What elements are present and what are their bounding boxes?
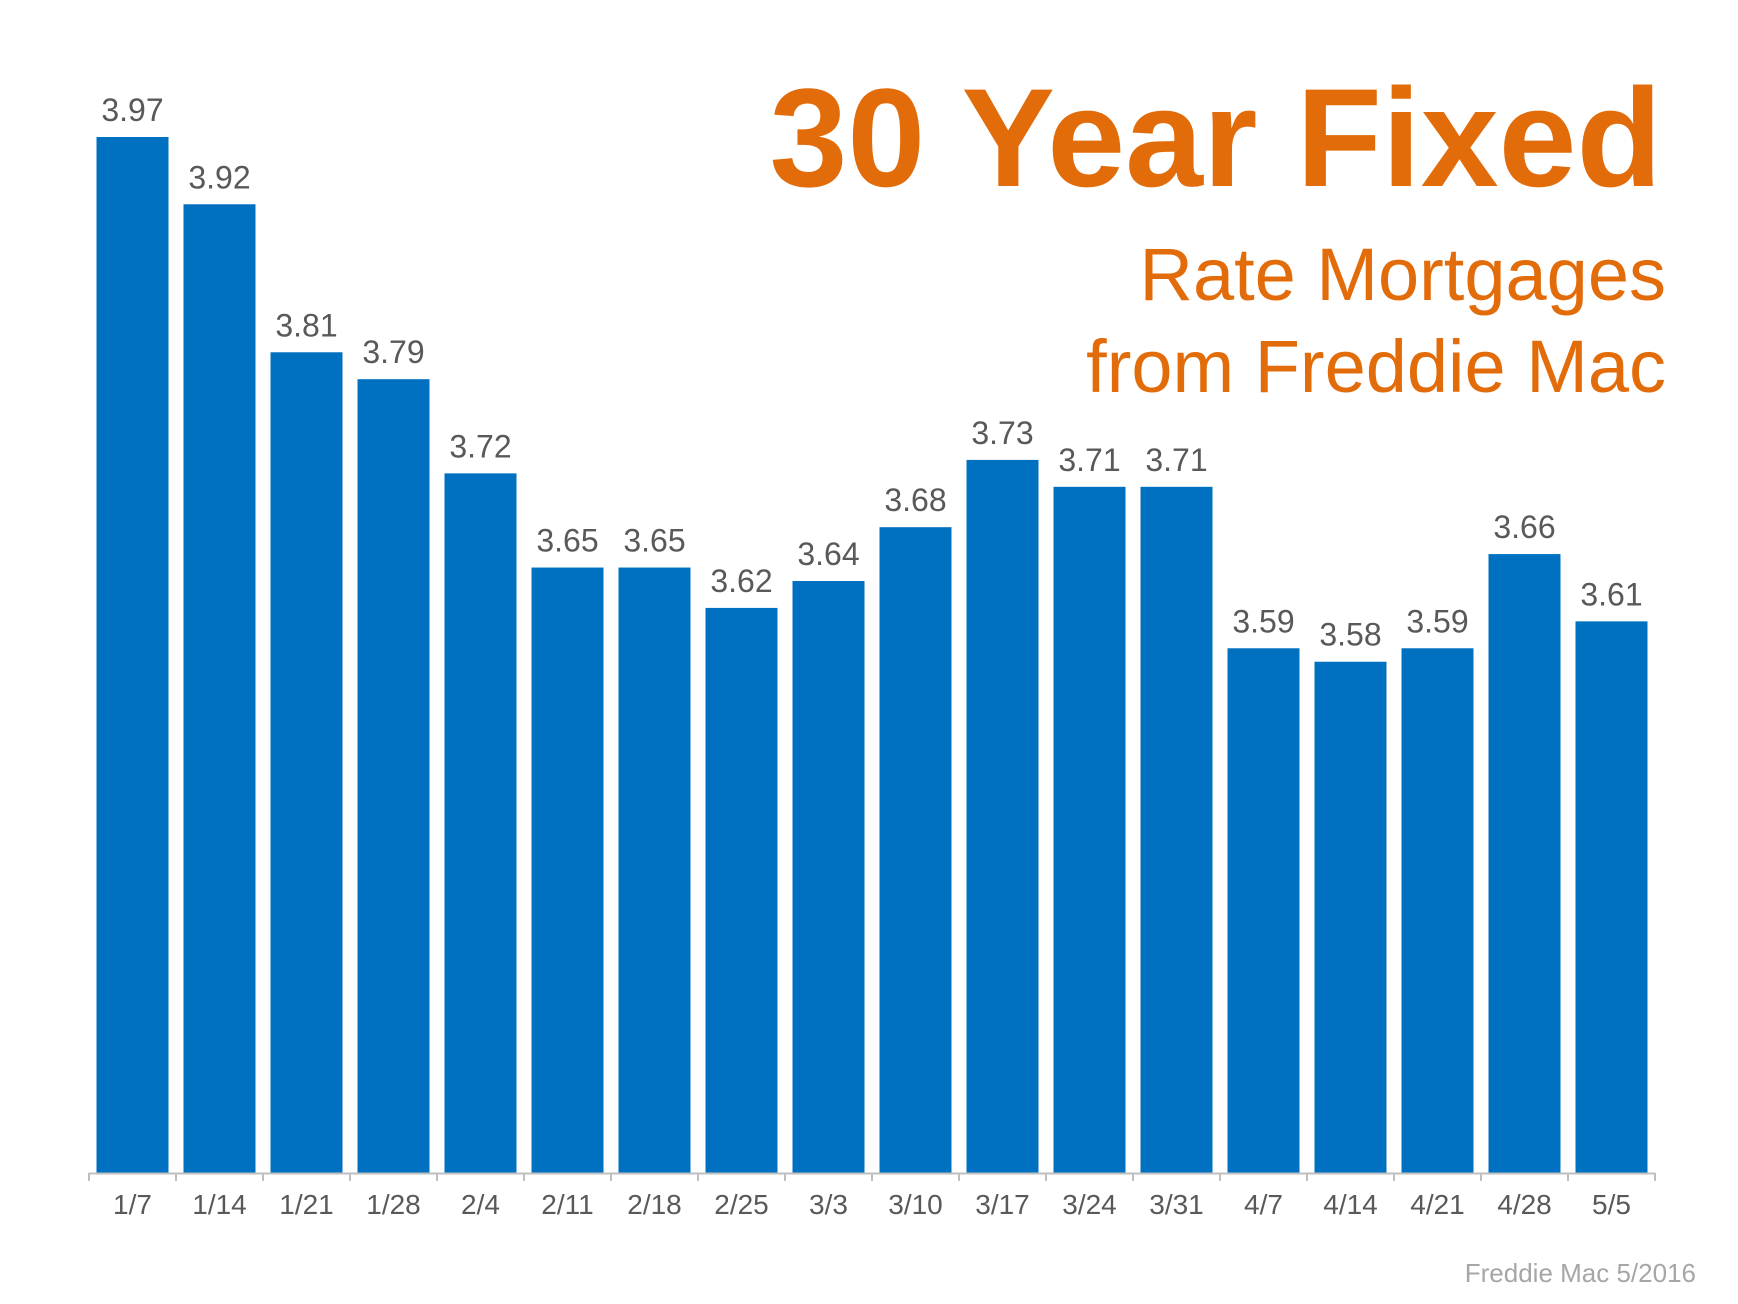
- source-note: Freddie Mac 5/2016: [1464, 1258, 1696, 1288]
- x-tick-label: 4/7: [1244, 1189, 1283, 1220]
- x-tick-label: 1/28: [366, 1189, 421, 1220]
- bar-3/31: [1140, 486, 1213, 1173]
- data-label: 3.81: [275, 307, 337, 343]
- x-tick-label: 2/18: [627, 1189, 682, 1220]
- x-tick-label: 2/4: [461, 1189, 500, 1220]
- x-tick-label: 3/17: [975, 1189, 1030, 1220]
- x-tick-label: 3/31: [1149, 1189, 1204, 1220]
- bar-4/28: [1488, 554, 1561, 1173]
- data-label: 3.66: [1493, 509, 1555, 545]
- data-label: 3.58: [1319, 617, 1381, 653]
- x-tick-label: 1/7: [113, 1189, 152, 1220]
- data-label: 3.71: [1145, 442, 1207, 478]
- bar-1/28: [357, 379, 430, 1173]
- data-label: 3.97: [101, 92, 163, 128]
- bar-3/3: [792, 581, 865, 1173]
- x-tick-label: 1/14: [192, 1189, 247, 1220]
- x-tick-label: 1/21: [279, 1189, 334, 1220]
- x-tick-label: 3/10: [888, 1189, 943, 1220]
- chart-subtitle-line-2: from Freddie Mac: [1086, 325, 1666, 408]
- x-tick-label: 4/14: [1323, 1189, 1378, 1220]
- bar-3/10: [879, 527, 952, 1173]
- x-tick-label: 4/28: [1497, 1189, 1552, 1220]
- data-labels-layer: 3.97 3.92 3.81 3.79 3.72 3.65 3.65 3.62 3.64 3.68…: [101, 92, 1642, 653]
- data-label: 3.92: [188, 159, 250, 195]
- data-label: 3.59: [1232, 603, 1294, 639]
- x-tick-label: 2/11: [541, 1189, 593, 1220]
- bars-layer: [96, 137, 1648, 1174]
- bar-5/5: [1575, 621, 1648, 1173]
- chart-title: 30 Year Fixed: [769, 59, 1663, 216]
- data-label: 3.64: [797, 536, 859, 572]
- chart-subtitle-line-1: Rate Mortgages: [1139, 233, 1667, 316]
- bar-3/17: [966, 459, 1039, 1174]
- bar-1/7: [96, 137, 169, 1173]
- data-label: 3.71: [1058, 442, 1120, 478]
- bar-2/4: [444, 473, 517, 1173]
- x-tick-label: 5/5: [1592, 1189, 1631, 1220]
- bar-2/18: [618, 567, 691, 1173]
- data-label: 3.68: [884, 482, 946, 518]
- data-label: 3.61: [1580, 576, 1642, 612]
- bar-4/7: [1227, 648, 1300, 1173]
- data-label: 3.62: [710, 563, 772, 599]
- data-label: 3.73: [971, 415, 1033, 451]
- data-label: 3.79: [362, 334, 424, 370]
- x-tick-label: 3/3: [809, 1189, 848, 1220]
- data-label: 3.65: [536, 523, 598, 559]
- data-label: 3.65: [623, 523, 685, 559]
- x-tick-label: 3/24: [1062, 1189, 1117, 1220]
- bar-3/24: [1053, 486, 1126, 1173]
- x-tick-label: 2/25: [714, 1189, 769, 1220]
- data-label: 3.59: [1406, 603, 1468, 639]
- bar-1/14: [183, 204, 256, 1174]
- bar-2/11: [531, 567, 604, 1173]
- data-label: 3.72: [449, 428, 511, 464]
- bar-4/14: [1314, 661, 1387, 1173]
- bar-1/21: [270, 352, 343, 1174]
- x-tick-label: 4/21: [1410, 1189, 1465, 1220]
- bar-2/25: [705, 607, 778, 1173]
- x-axis: 1/7 1/14 1/21 1/28 2/4 2/11 2/18 2/25 3/3 3/10 3/1…: [88, 1172, 1656, 1220]
- bar-4/21: [1401, 648, 1474, 1173]
